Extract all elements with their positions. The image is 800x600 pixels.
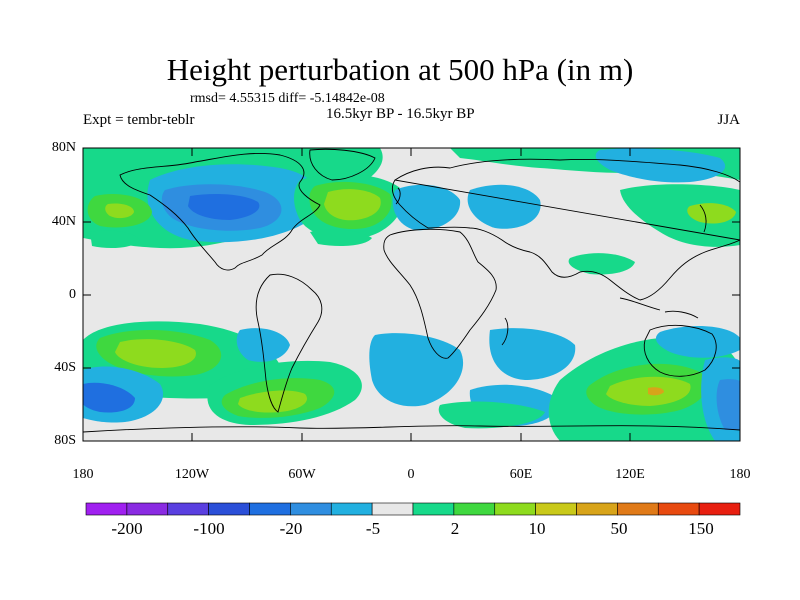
x-label-180-east: 180 — [729, 467, 751, 482]
colorbar-label-neg100: -100 — [193, 519, 225, 538]
colorbar-swatch-2 — [167, 502, 209, 516]
x-label-60w: 60W — [288, 467, 316, 482]
colorbar — [85, 502, 741, 516]
coast-greenland — [309, 148, 376, 181]
colorbar-swatch-15 — [698, 502, 741, 516]
contour-darkblue-south-pacific-east — [716, 379, 740, 430]
colorbar-swatch-5 — [290, 502, 332, 516]
season-label: JJA — [717, 112, 740, 128]
coast-south-america — [255, 273, 323, 413]
colorbar-swatch-6 — [330, 502, 373, 516]
colorbar-swatch-12 — [576, 502, 618, 516]
x-label-120w: 120W — [174, 467, 210, 482]
page-title: Height perturbation at 500 hPa (in m) — [166, 52, 634, 87]
contour-orange-australia-south — [648, 387, 664, 396]
coast-japan — [699, 204, 707, 233]
contour-yellow-south-atlantic — [238, 390, 308, 413]
colorbar-swatch-0 — [85, 502, 128, 516]
colorbar-label-neg20: -20 — [279, 519, 303, 538]
colorbar-label-50: 50 — [610, 519, 628, 538]
y-label-80n: 80N — [51, 140, 76, 155]
coastlines — [83, 148, 740, 433]
colorbar-label-neg5: -5 — [365, 519, 381, 538]
coast-eurasia — [391, 158, 740, 301]
y-label-0: 0 — [69, 287, 76, 302]
x-label-60e: 60E — [509, 467, 533, 482]
colorbar-swatch-13 — [617, 502, 659, 516]
coast-australia — [643, 324, 717, 377]
y-label-80s: 80S — [54, 433, 76, 448]
contour-deepblue-north-america — [188, 194, 260, 220]
contour-green-mid-atlantic — [90, 230, 140, 248]
contour-blue-indian-ocean — [489, 328, 576, 380]
contour-green-south-asia — [568, 253, 635, 275]
colorbar-label-neg200: -200 — [111, 519, 143, 538]
colorbar-label-10: 10 — [528, 519, 546, 538]
contour-yellow-east-asia — [687, 203, 736, 224]
contour-green-gulf — [310, 229, 372, 246]
colorbar-swatch-1 — [126, 502, 169, 516]
contour-blue-south-america — [236, 328, 290, 362]
contour-yellow-pacific — [105, 203, 134, 219]
colorbar-label-150: 150 — [688, 519, 714, 538]
contour-green-east-asia — [620, 184, 740, 247]
colorbar-swatch-11 — [535, 502, 577, 516]
colorbar-swatch-8 — [412, 502, 455, 516]
contour-blue-siberia — [595, 148, 726, 183]
contour-green-south-indian — [438, 401, 545, 429]
axis-ticks — [82, 147, 741, 442]
colorbar-swatch-3 — [208, 502, 250, 516]
period-label: 16.5kyr BP - 16.5kyr BP — [326, 106, 475, 122]
x-label-120e: 120E — [615, 467, 645, 482]
colorbar-swatch-7 — [371, 502, 414, 516]
x-label-0: 0 — [407, 467, 415, 482]
colorbar-label-2: 2 — [450, 519, 460, 538]
y-label-40s: 40S — [54, 360, 76, 375]
rmsd-stats: rmsd= 4.55315 diff= -5.14842e-08 — [190, 91, 385, 106]
coast-antarctica — [83, 425, 740, 433]
experiment-label: Expt = tembr-teblr — [83, 112, 195, 128]
colorbar-swatch-9 — [453, 502, 496, 516]
coast-north-america — [119, 152, 321, 271]
colorbar-swatch-10 — [494, 502, 536, 516]
coast-uk — [395, 187, 401, 205]
y-label-40n: 40N — [51, 214, 76, 229]
contour-yellow-atlantic — [324, 189, 381, 221]
contour-blue-cape — [369, 333, 464, 407]
coast-indonesia — [619, 297, 699, 319]
contour-blue-tasman — [655, 326, 740, 358]
contour-yellow-south-pacific — [115, 339, 196, 368]
colorbar-swatch-14 — [657, 502, 700, 516]
contour-darkblue-sw-pacific — [83, 382, 135, 413]
coast-africa — [383, 228, 497, 359]
contour-blue-europe — [392, 184, 461, 231]
colorbar-swatch-4 — [249, 502, 291, 516]
coast-madagascar — [501, 317, 509, 346]
contour-fields — [83, 148, 740, 441]
x-label-180-west: 180 — [72, 467, 94, 482]
